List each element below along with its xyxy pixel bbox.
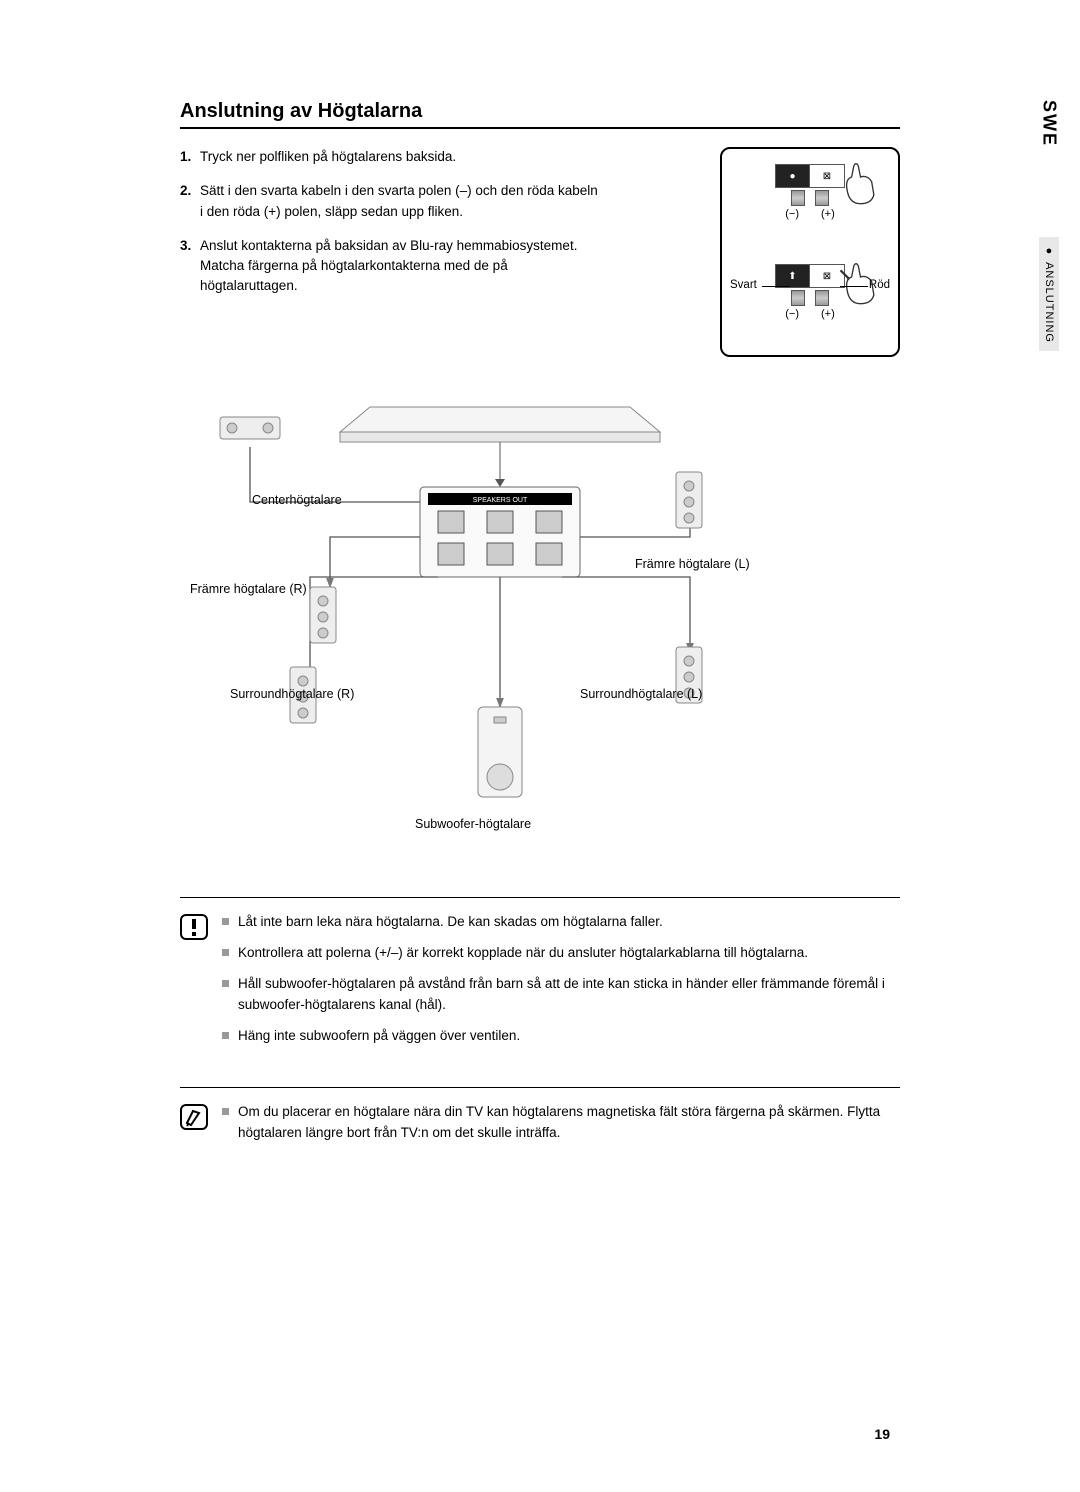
- speakers-out-label: SPEAKERS OUT: [473, 497, 528, 504]
- label-front-l: Främre högtalare (L): [635, 557, 750, 571]
- steps-list: 1. Tryck ner polfliken på högtalarens ba…: [180, 147, 600, 357]
- divider: [180, 1087, 900, 1088]
- step-text: Tryck ner polfliken på högtalarens baksi…: [200, 147, 456, 167]
- step-text: Sätt i den svarta kabeln i den svarta po…: [200, 181, 600, 222]
- caution-block: Låt inte barn leka nära högtalarna. De k…: [180, 912, 900, 1057]
- caution-item: Häng inte subwoofern på väggen över vent…: [222, 1026, 900, 1047]
- step-text: Anslut kontakterna på baksidan av Blu-ra…: [200, 236, 600, 297]
- caution-item: Låt inte barn leka nära högtalarna. De k…: [222, 912, 900, 933]
- info-block: Om du placerar en högtalare nära din TV …: [180, 1102, 900, 1154]
- minus-label: (−): [785, 208, 799, 220]
- side-tab: SWE ANSLUTNING: [1018, 100, 1080, 351]
- hand-icon: [838, 157, 883, 207]
- caution-item: Kontrollera att polerna (+/–) är korrekt…: [222, 943, 900, 964]
- step-number: 3.: [180, 236, 200, 297]
- label-surround-l: Surroundhögtalare (L): [580, 687, 702, 701]
- step-2: 2. Sätt i den svarta kabeln i den svarta…: [180, 181, 600, 222]
- wiring-diagram: SPEAKERS OUT: [190, 387, 810, 867]
- label-surround-r: Surroundhögtalare (R): [230, 687, 354, 701]
- caution-item: Håll subwoofer-högtalaren på avstånd frå…: [222, 974, 900, 1016]
- step-number: 1.: [180, 147, 200, 167]
- info-item: Om du placerar en högtalare nära din TV …: [222, 1102, 900, 1144]
- note-icon: [180, 1104, 208, 1130]
- terminal-bottom: ⬆ ⊠ (−) (+): [775, 264, 845, 320]
- label-front-r: Främre högtalare (R): [190, 582, 307, 596]
- info-list: Om du placerar en högtalare nära din TV …: [222, 1102, 900, 1154]
- step-1: 1. Tryck ner polfliken på högtalarens ba…: [180, 147, 600, 167]
- plus-label: (+): [821, 208, 835, 220]
- section-title: Anslutning av Högtalarna: [180, 100, 900, 129]
- caution-icon: [180, 914, 208, 940]
- divider: [180, 897, 900, 898]
- minus-label: (−): [785, 308, 799, 320]
- rod-label: Röd: [869, 279, 890, 291]
- step-3: 3. Anslut kontakterna på baksidan av Blu…: [180, 236, 600, 297]
- svart-label: Svart: [730, 279, 757, 291]
- terminal-top: ● ⊠ (−) (+): [775, 164, 845, 220]
- label-subwoofer: Subwoofer-högtalare: [415, 817, 531, 831]
- page-number: 19: [874, 1426, 890, 1442]
- terminal-figure: ● ⊠ (−) (+) ⬆ ⊠ (−): [720, 147, 900, 357]
- section-tab: ANSLUTNING: [1039, 237, 1059, 351]
- label-center: Centerhögtalare: [252, 493, 342, 507]
- plus-label: (+): [821, 308, 835, 320]
- step-number: 2.: [180, 181, 200, 222]
- language-tab: SWE: [1039, 100, 1060, 147]
- caution-list: Låt inte barn leka nära högtalarna. De k…: [222, 912, 900, 1057]
